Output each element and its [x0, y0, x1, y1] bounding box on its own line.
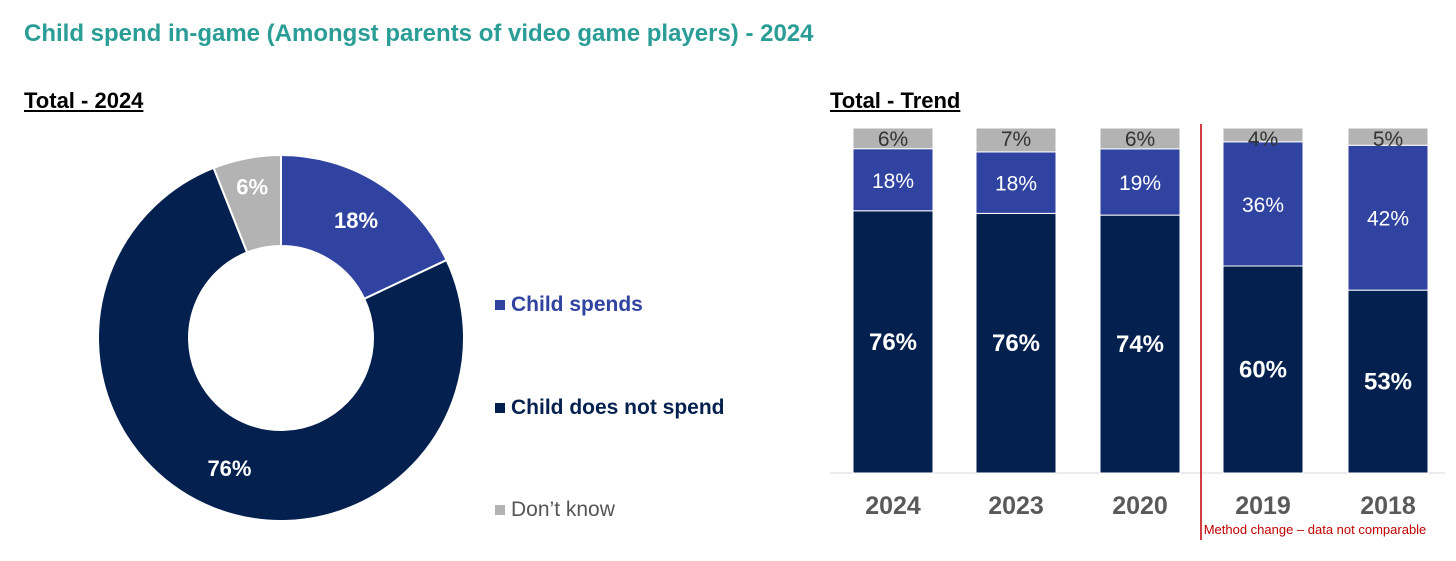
donut-label-child-spends: 18%	[334, 208, 378, 233]
bar-label-2023-don-t-know: 7%	[1001, 128, 1031, 151]
bar-segment-2020-child-does-not-spend	[1099, 214, 1181, 474]
bar-label-2018-child-does-not-spend: 53%	[1364, 369, 1412, 396]
legend-label: Child does not spend	[511, 396, 725, 419]
bar-label-2020-child-does-not-spend: 74%	[1116, 331, 1164, 358]
bar-segment-2018-child-does-not-spend	[1347, 289, 1429, 474]
bar-label-2024-don-t-know: 6%	[878, 128, 908, 151]
legend-swatch	[495, 300, 505, 310]
bar-label-2023-child-does-not-spend: 76%	[992, 330, 1040, 357]
x-tick-2020: 2020	[1112, 492, 1168, 520]
bar-label-2019-child-does-not-spend: 60%	[1239, 357, 1287, 384]
legend-swatch	[495, 505, 505, 515]
legend-item-child-spends: Child spends	[495, 293, 643, 317]
legend-item-child-does-not-spend: Child does not spend	[495, 396, 725, 420]
donut-chart: 18% 76% 6%	[97, 153, 465, 522]
bar-label-2023-child-spends: 18%	[995, 173, 1037, 196]
legend-label: Child spends	[511, 293, 643, 316]
x-tick-2024: 2024	[865, 492, 921, 520]
bar-label-2018-don-t-know: 5%	[1373, 128, 1403, 151]
trend-chart: 76% 18% 6% 2024 76% 18% 7% 2023 74% 19% 6% 2020 60% 3…	[830, 124, 1445, 540]
donut-heading: Total - 2024	[24, 88, 144, 113]
donut-slice-don-t-know	[212, 153, 282, 254]
bar-label-2024-child-spends: 18%	[872, 170, 914, 193]
trend-heading: Total - Trend	[830, 88, 961, 113]
legend-label: Don’t know	[511, 498, 615, 521]
bar-label-2019-child-spends: 36%	[1242, 194, 1284, 217]
bar-segment-2019-don-t-know	[1222, 127, 1304, 143]
bar-segment-2024-child-does-not-spend	[852, 210, 934, 474]
bar-segment-2020-don-t-know	[1099, 127, 1181, 150]
donut-slice-child-spends	[280, 153, 448, 301]
bar-label-2020-don-t-know: 6%	[1125, 128, 1155, 151]
x-tick-2019: 2019	[1235, 492, 1291, 520]
bar-segment-2018-don-t-know	[1347, 127, 1429, 146]
bar-segment-2019-child-spends	[1222, 141, 1304, 267]
x-tick-2023: 2023	[988, 492, 1044, 520]
donut-slice-child-does-not-spend	[97, 166, 465, 522]
donut-label-child-does-not-spend: 76%	[207, 456, 251, 481]
legend-item-dont-know: Don’t know	[495, 498, 615, 522]
bar-label-2019-don-t-know: 4%	[1248, 128, 1278, 151]
bar-label-2018-child-spends: 42%	[1367, 208, 1409, 231]
bar-label-2020-child-spends: 19%	[1119, 172, 1161, 195]
page-title: Child spend in-game (Amongst parents of …	[24, 20, 814, 47]
bar-segment-2023-don-t-know	[975, 127, 1057, 153]
donut-label-don-t-know: 6%	[236, 175, 268, 200]
x-tick-2018: 2018	[1360, 492, 1416, 520]
method-change-note: Method change – data not comparable	[1204, 522, 1427, 537]
bar-segment-2024-child-spends	[852, 148, 934, 212]
bar-segment-2024-don-t-know	[852, 127, 934, 150]
bar-segment-2023-child-spends	[975, 151, 1057, 214]
bar-segment-2019-child-does-not-spend	[1222, 265, 1304, 474]
bar-label-2024-child-does-not-spend: 76%	[869, 329, 917, 356]
legend-swatch	[495, 403, 505, 413]
